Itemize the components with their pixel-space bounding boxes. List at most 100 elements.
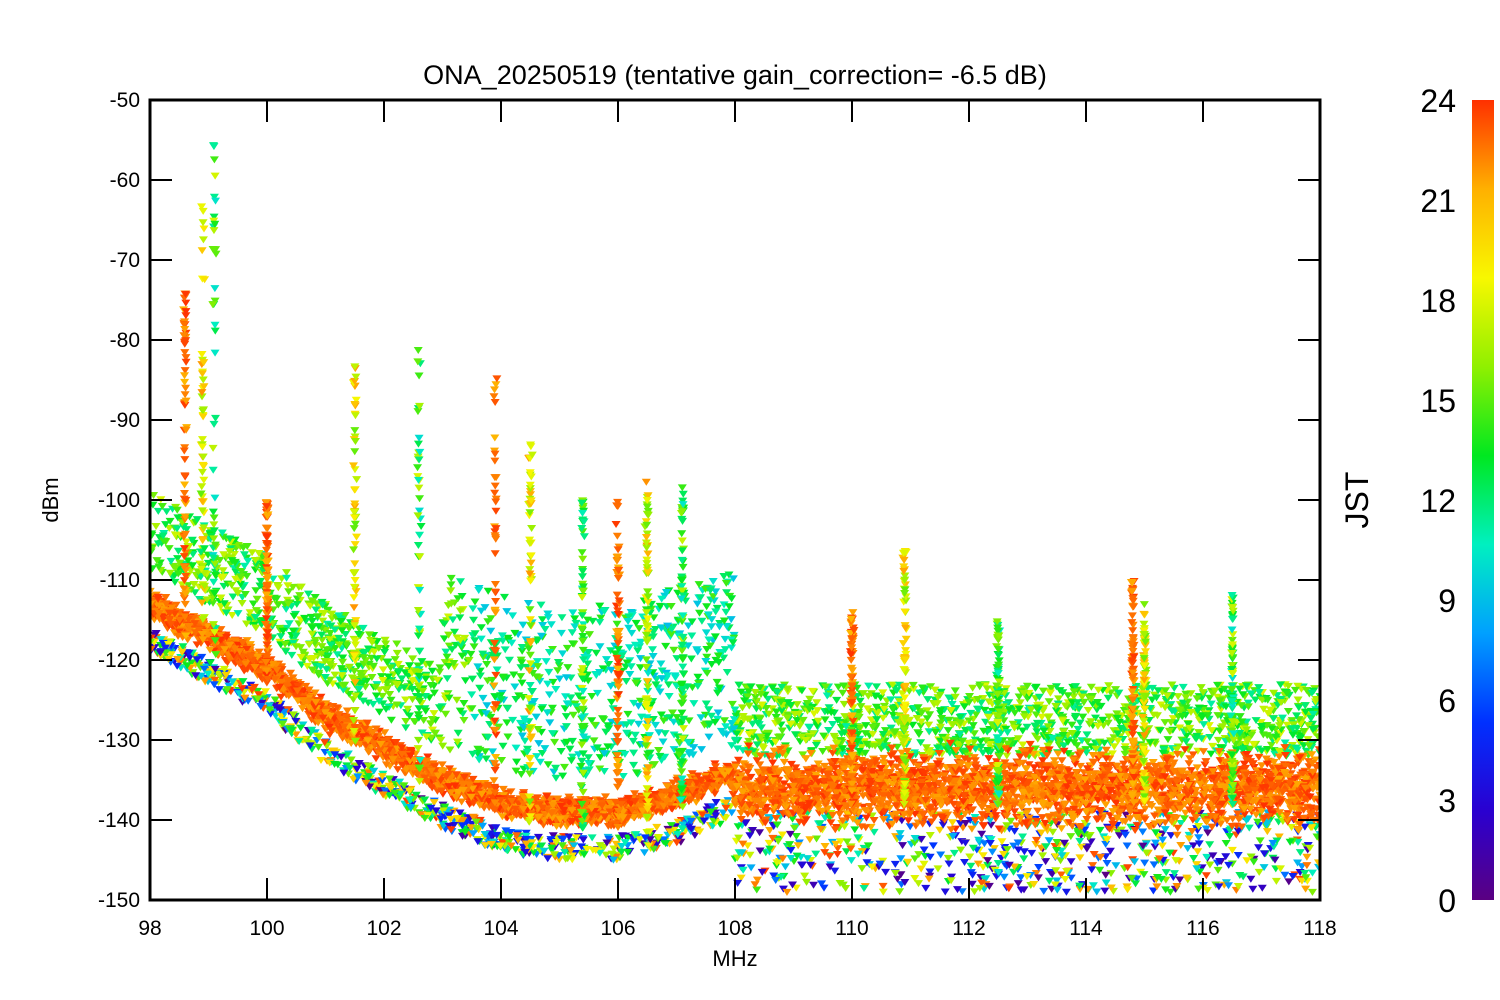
data-point [165, 569, 175, 577]
data-point [401, 718, 411, 726]
data-point [392, 640, 402, 648]
data-point [860, 730, 870, 738]
data-point [601, 656, 611, 664]
data-point [1090, 714, 1100, 722]
data-point [1083, 885, 1093, 893]
data-point [599, 607, 609, 615]
data-point [1271, 877, 1281, 885]
data-point [596, 614, 606, 622]
data-point [914, 730, 924, 738]
data-point [233, 589, 243, 597]
data-point [748, 729, 758, 737]
data-point [1242, 857, 1252, 865]
data-point [1013, 880, 1023, 888]
data-point [1092, 888, 1102, 896]
data-point [469, 643, 479, 651]
data-point [1014, 693, 1024, 701]
data-point [978, 749, 988, 757]
data-point [248, 600, 258, 608]
data-point [281, 605, 291, 613]
data-point [1304, 722, 1314, 730]
data-point [748, 720, 758, 728]
data-point [1083, 706, 1093, 714]
data-point [655, 602, 665, 610]
data-point [547, 704, 557, 712]
data-point [587, 717, 597, 725]
data-point [868, 730, 878, 738]
data-point [1039, 887, 1049, 895]
data-point [296, 724, 306, 732]
data-point [660, 730, 670, 738]
data-point [809, 881, 819, 889]
data-point [317, 643, 327, 651]
data-point [1057, 825, 1067, 833]
data-point [228, 593, 238, 601]
data-point [482, 702, 492, 710]
data-point [683, 622, 693, 630]
data-point [624, 624, 634, 632]
data-point [584, 760, 594, 768]
data-point [635, 664, 645, 672]
data-point [720, 717, 730, 725]
data-point [403, 705, 413, 713]
data-point [771, 708, 781, 716]
data-point [199, 545, 209, 553]
data-point [474, 587, 484, 595]
data-point [517, 659, 527, 667]
data-point [630, 731, 640, 739]
data-point [758, 745, 768, 753]
data-point [928, 842, 938, 850]
data-point [944, 860, 954, 868]
data-point [1205, 694, 1215, 702]
data-point [951, 705, 961, 713]
data-point [444, 694, 454, 702]
data-point [636, 638, 646, 646]
data-point [1018, 741, 1028, 749]
data-point [1034, 864, 1044, 872]
data-point [476, 635, 486, 643]
data-point [451, 641, 461, 649]
data-point [1092, 706, 1102, 714]
data-point [1075, 854, 1085, 862]
data-point [340, 612, 350, 620]
data-point [527, 688, 537, 696]
data-point [746, 864, 756, 872]
data-point [689, 700, 699, 708]
data-point [476, 607, 486, 615]
data-point [1015, 699, 1025, 707]
data-point [1194, 729, 1204, 737]
data-point [790, 731, 800, 739]
data-point [986, 821, 996, 829]
data-point [543, 761, 553, 769]
data-point [470, 598, 480, 606]
data-point [709, 597, 719, 605]
data-point [1181, 690, 1191, 698]
data-point [568, 609, 578, 617]
data-point [1093, 722, 1103, 730]
data-point [1107, 750, 1117, 758]
data-point [623, 618, 633, 626]
data-point [595, 765, 605, 773]
data-point [500, 646, 510, 654]
data-point [853, 850, 863, 858]
data-point [368, 700, 378, 708]
data-point [704, 706, 714, 714]
data-point [914, 689, 924, 697]
data-point [658, 738, 668, 746]
data-point [502, 608, 512, 616]
data-point [1183, 845, 1193, 853]
data-point [668, 709, 678, 717]
data-point [624, 644, 634, 652]
data-point [401, 724, 411, 732]
data-point [802, 700, 812, 708]
data-point [308, 624, 318, 632]
data-point [523, 600, 533, 608]
data-point [455, 578, 465, 586]
data-point [764, 710, 774, 718]
data-point [1161, 696, 1171, 704]
data-point [639, 849, 649, 857]
data-point [587, 692, 597, 700]
data-point [1122, 842, 1132, 850]
data-point [924, 721, 934, 729]
data-point [627, 629, 637, 637]
